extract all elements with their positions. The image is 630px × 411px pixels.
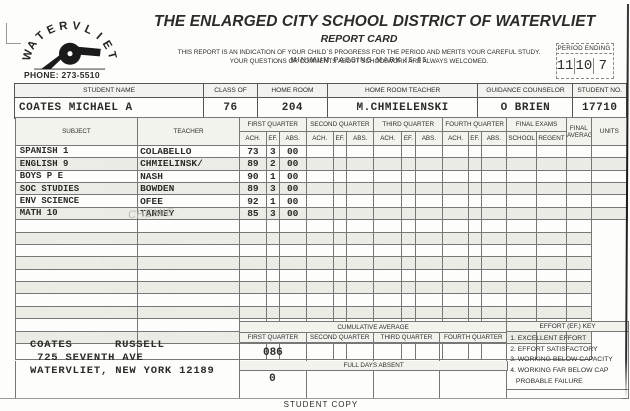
svg-text:E: E <box>45 23 57 37</box>
svg-text:I: I <box>94 31 104 42</box>
svg-text:T: T <box>105 50 118 60</box>
svg-text:R: R <box>58 20 68 33</box>
svg-text:L: L <box>83 23 94 37</box>
svg-text:V: V <box>72 20 82 33</box>
svg-text:T: T <box>34 30 47 44</box>
svg-text:E: E <box>100 39 114 52</box>
